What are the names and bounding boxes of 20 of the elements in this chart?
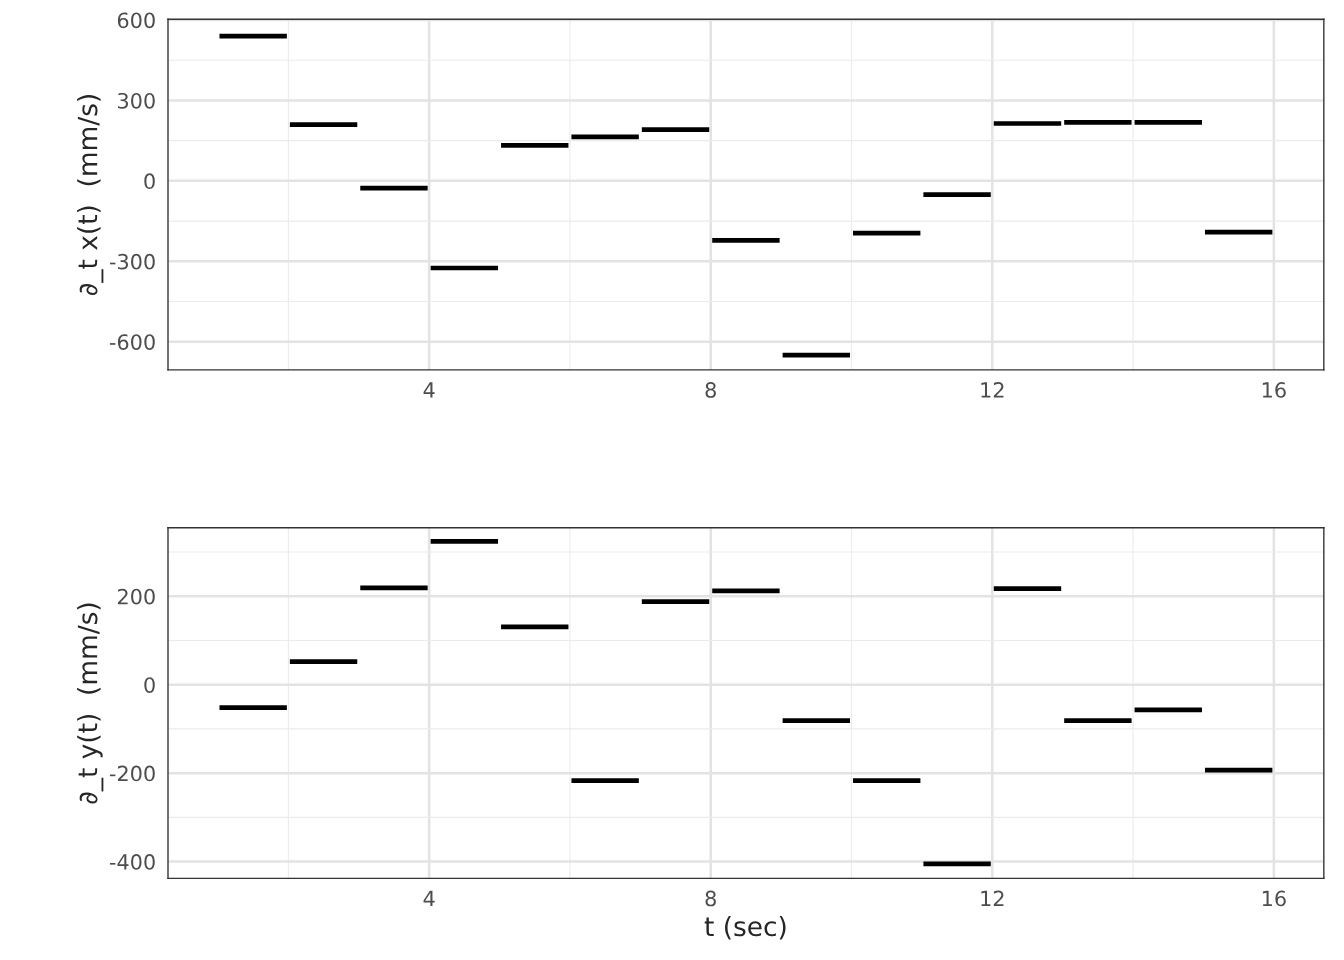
y-axis-title: ∂_t x(t) (mm/s)	[77, 95, 104, 296]
y-tick-label: 200	[117, 588, 155, 605]
x-tick-label: 4	[423, 382, 435, 398]
y-tick-label: 0	[144, 173, 155, 190]
x-tick-label: 16	[1262, 382, 1286, 398]
x-tick-label: 16	[1262, 890, 1286, 907]
y-tick-label: -400	[109, 854, 155, 870]
y-tick-label: -300	[109, 253, 155, 270]
x-tick-label: 12	[981, 382, 1004, 398]
y-tick-label: -200	[109, 765, 155, 782]
y-axis-title: ∂_t y(t) (mm/s)	[77, 603, 104, 804]
x-tick-label: 4	[423, 890, 435, 907]
y-tick-label: 600	[117, 12, 155, 29]
y-tick-label: -600	[109, 334, 155, 350]
x-tick-label: 12	[981, 890, 1004, 907]
y-tick-label: 300	[118, 92, 155, 109]
x-tick-label: 8	[705, 890, 716, 907]
x-tick-label: 8	[705, 382, 716, 398]
x-axis-title: t (sec)	[704, 915, 786, 940]
y-tick-label: 0	[144, 677, 155, 693]
